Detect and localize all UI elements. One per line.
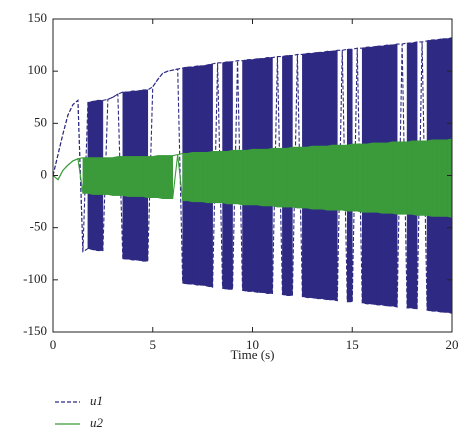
oscillation-band xyxy=(252,149,258,206)
y-tick-label: 50 xyxy=(34,114,47,129)
oscillation-band xyxy=(322,145,328,211)
oscillation-band xyxy=(302,147,308,209)
oscillation-band xyxy=(446,138,453,218)
oscillation-band xyxy=(162,155,169,199)
oscillation-band xyxy=(262,149,268,207)
oscillation-band xyxy=(192,152,198,202)
oscillation-band xyxy=(297,147,303,209)
oscillation-band xyxy=(307,145,313,210)
oscillation-band xyxy=(421,140,428,216)
oscillation-band xyxy=(317,145,323,210)
oscillation-band xyxy=(167,155,173,199)
oscillation-band xyxy=(351,143,358,212)
oscillation-band xyxy=(336,144,343,211)
oscillation-band xyxy=(361,143,368,213)
y-tick-label: 150 xyxy=(28,10,48,25)
oscillation-band xyxy=(381,142,388,214)
x-tick-label: 10 xyxy=(246,337,259,352)
oscillation-band xyxy=(182,153,188,201)
oscillation-band xyxy=(312,145,318,210)
oscillation-band xyxy=(287,146,293,208)
oscillation-band xyxy=(406,140,413,215)
oscillation-band xyxy=(411,140,418,216)
oscillation-band xyxy=(292,147,298,209)
oscillation-band xyxy=(102,157,109,195)
oscillation-band xyxy=(152,155,159,198)
oscillation-band xyxy=(247,149,253,206)
oscillation-band xyxy=(227,150,233,204)
x-tick-label: 20 xyxy=(446,337,459,352)
y-tick-label: -150 xyxy=(23,323,47,338)
oscillation-band xyxy=(267,148,273,207)
oscillation-band xyxy=(87,157,94,195)
oscillation-band xyxy=(242,150,248,206)
oscillation-band xyxy=(232,150,238,204)
oscillation-band xyxy=(401,141,408,215)
oscillation-band xyxy=(217,151,223,203)
oscillation-band xyxy=(282,148,288,208)
oscillation-band xyxy=(396,141,403,215)
y-tick-label: 0 xyxy=(41,166,48,181)
oscillation-band xyxy=(112,156,119,196)
oscillation-band xyxy=(97,157,104,195)
oscillation-band xyxy=(277,148,283,208)
oscillation-band xyxy=(416,140,423,216)
oscillation-band xyxy=(371,142,378,213)
oscillation-band xyxy=(92,157,99,195)
oscillation-band xyxy=(147,156,154,198)
oscillation-band xyxy=(187,152,193,202)
legend-label: u1 xyxy=(90,393,103,408)
oscillation-band xyxy=(107,157,114,196)
y-tick-label: -50 xyxy=(30,219,47,234)
oscillation-band xyxy=(137,156,144,197)
oscillation-band xyxy=(386,141,393,214)
oscillation-band xyxy=(426,139,433,217)
oscillation-band xyxy=(117,156,124,196)
oscillation-band xyxy=(356,143,363,213)
x-tick-label: 15 xyxy=(346,337,359,352)
oscillation-band xyxy=(391,141,398,215)
oscillation-band xyxy=(202,152,208,203)
oscillation-band xyxy=(257,149,263,207)
oscillation-band xyxy=(197,152,203,202)
oscillation-band xyxy=(441,139,448,217)
oscillation-band xyxy=(132,156,139,197)
x-tick-label: 5 xyxy=(150,337,157,352)
legend-label: u2 xyxy=(90,415,104,430)
oscillation-band xyxy=(122,156,129,197)
oscillation-band xyxy=(366,142,373,213)
oscillation-band xyxy=(157,155,164,199)
oscillation-band xyxy=(222,151,228,205)
oscillation-band xyxy=(376,142,383,214)
oscillation-band xyxy=(431,139,438,217)
x-tick-label: 0 xyxy=(50,337,57,352)
oscillation-band xyxy=(327,144,333,211)
oscillation-band xyxy=(82,157,89,194)
plot-area xyxy=(52,37,453,314)
oscillation-band xyxy=(436,139,443,217)
x-axis-label: Time (s) xyxy=(231,347,275,362)
oscillation-band xyxy=(346,143,353,212)
oscillation-band xyxy=(207,151,213,203)
oscillation-band xyxy=(142,156,149,198)
y-tick-label: 100 xyxy=(28,62,48,77)
oscillation-band xyxy=(212,151,218,203)
oscillation-band xyxy=(272,148,278,208)
oscillation-band xyxy=(237,150,243,206)
oscillation-band xyxy=(341,144,348,212)
oscillation-band xyxy=(331,144,338,211)
y-tick-label: -100 xyxy=(23,271,47,286)
oscillation-band xyxy=(127,156,134,197)
